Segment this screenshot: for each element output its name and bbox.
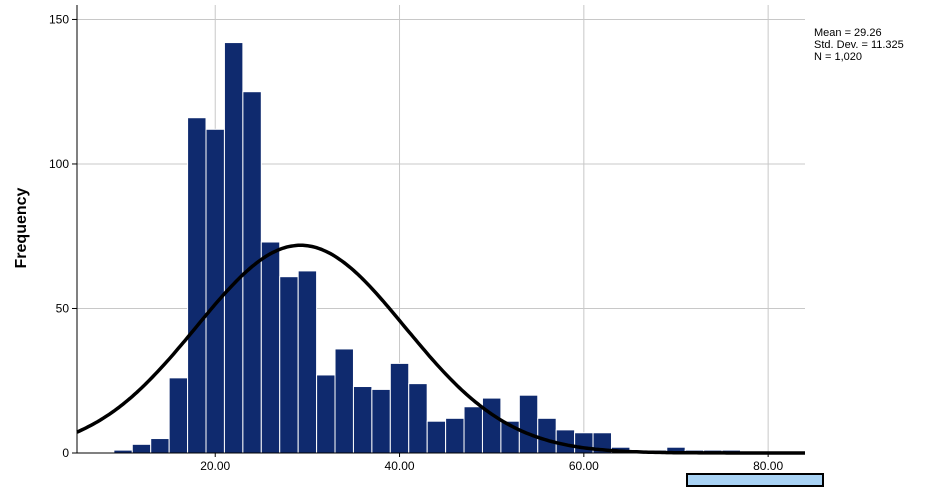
selection-box[interactable] — [686, 473, 824, 487]
histogram-bar — [389, 362, 410, 454]
histogram-bar — [408, 383, 428, 454]
n-stat: N = 1,020 — [814, 51, 863, 63]
std-dev-stat: Std. Dev. = 11.325 — [814, 39, 904, 51]
histogram-bar — [187, 117, 207, 454]
histogram-bar — [205, 128, 225, 454]
histogram-bar — [371, 388, 391, 454]
histogram-bar — [131, 443, 152, 454]
histogram-bar — [168, 377, 189, 454]
histogram-bar — [445, 417, 465, 454]
x-tick-label: 20.00 — [200, 459, 230, 473]
histogram-bar — [223, 42, 244, 454]
histogram-bar — [481, 397, 502, 454]
y-tick-label: 100 — [49, 157, 69, 171]
histogram-bar — [297, 270, 318, 454]
y-tick-label: 150 — [49, 12, 69, 26]
histogram-bar — [537, 417, 557, 454]
histogram-bar — [352, 386, 373, 454]
x-tick-label: 80.00 — [753, 459, 783, 473]
y-tick-label: 50 — [56, 301, 70, 315]
statistics-legend: Mean = 29.26 Std. Dev. = 11.325 N = 1,02… — [814, 27, 904, 63]
y-tick-label: 0 — [62, 446, 69, 460]
histogram-bar — [316, 374, 336, 454]
x-tick-label: 60.00 — [569, 459, 599, 473]
histogram-bar — [150, 438, 170, 454]
histogram-bar — [334, 348, 354, 454]
histogram-bar — [518, 394, 539, 454]
normal-curve — [76, 243, 805, 455]
histogram-bar — [463, 406, 483, 454]
mean-stat: Mean = 29.26 — [814, 27, 882, 39]
y-axis-label: Frequency — [13, 187, 30, 269]
histogram-bar — [426, 420, 447, 454]
histogram-bar — [279, 276, 299, 454]
x-tick-label: 40.00 — [385, 459, 415, 473]
histogram-bar — [260, 241, 281, 454]
histogram-bar — [555, 429, 576, 454]
